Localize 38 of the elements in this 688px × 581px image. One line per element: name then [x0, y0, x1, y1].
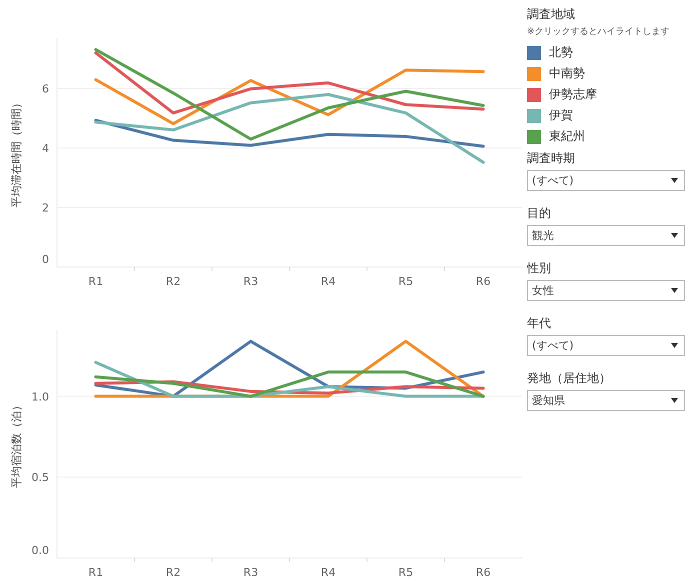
x-tick-label: R6	[476, 275, 491, 288]
legend-title: 調査地域	[527, 6, 576, 23]
x-tick-label: R4	[320, 566, 336, 579]
text: (すべて)	[532, 338, 574, 353]
text: 発地（居住地）	[527, 370, 612, 387]
y-tick-label: 0.5	[32, 471, 49, 484]
x-tick-label: R1	[88, 275, 104, 288]
y-tick-label: 2	[42, 202, 49, 215]
text: 調査時期	[527, 150, 576, 167]
y-tick-label: 0	[42, 253, 49, 266]
text: (すべて)	[532, 173, 574, 188]
x-tick-label: R6	[476, 566, 491, 579]
text: 女性	[532, 283, 554, 298]
text: 観光	[532, 228, 554, 243]
legend-label: 中南勢	[549, 65, 585, 82]
text: 年代	[527, 315, 552, 332]
x-tick-label: R2	[166, 275, 181, 288]
y-tick-label: 1.0	[32, 390, 49, 404]
x-tick-label: R5	[398, 275, 414, 288]
legend-label: 東紀州	[549, 128, 585, 145]
x-tick-label: R4	[320, 275, 336, 288]
legend-label: 北勢	[549, 44, 573, 61]
y-axis-title: 平均宿泊数（泊）	[10, 400, 23, 488]
legend-label: 伊勢志摩	[549, 86, 597, 103]
x-tick-label: R1	[88, 566, 104, 579]
x-tick-label: R3	[243, 566, 258, 579]
y-tick-label: 4	[42, 142, 49, 156]
y-axis-title: 平均滞在時間（時間）	[10, 98, 23, 208]
text: 性別	[527, 260, 552, 277]
text: ※クリックするとハイライトします	[527, 26, 671, 38]
x-tick-label: R3	[243, 275, 258, 288]
y-tick-label: 0.0	[32, 544, 49, 557]
text: 目的	[527, 205, 552, 222]
text: 愛知県	[532, 393, 565, 408]
x-tick-label: R5	[398, 566, 414, 579]
legend-label: 伊賀	[549, 107, 573, 124]
y-tick-label: 6	[42, 82, 49, 96]
x-tick-label: R2	[166, 566, 181, 579]
